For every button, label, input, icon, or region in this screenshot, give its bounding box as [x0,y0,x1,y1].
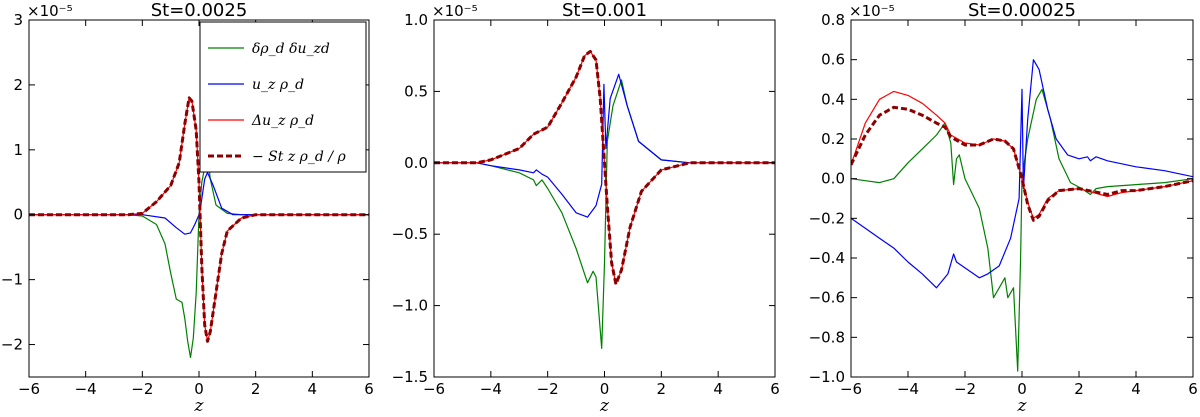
y-tick-label: 0.0 [404,154,428,172]
legend-label: u_z ρ_d [252,77,304,93]
y-tick-label: 2 [13,76,23,94]
axes-frame [433,19,776,378]
y-tick-label: −0.5 [392,225,428,243]
y-offset-label: ×10⁻⁵ [432,2,478,20]
x-tick-label: −4 [480,380,502,398]
x-tick-label: 0 [1017,380,1027,398]
x-tick-label: −2 [954,380,976,398]
legend: δρ_d δu_zd u_z ρ_d Δu_z ρ_d − St z ρ_d / ρ [199,21,367,173]
series-line-4 [29,96,369,343]
x-tick-label: −6 [840,380,862,398]
y-tick-label: 0.6 [821,51,845,69]
y-tick-label: 1 [13,141,23,159]
y-tick-label: −0.8 [809,328,845,346]
series-line-1 [29,152,369,359]
legend-label: Δu_z ρ_d [251,113,314,129]
x-tick-label: −4 [75,380,97,398]
y-tick-label: 3 [13,11,23,29]
x-tick-label: 4 [713,380,723,398]
panel-title: St=0.0025 [151,0,248,21]
x-tick-label: −4 [897,380,919,398]
legend-label: δρ_d δu_zd [252,41,330,57]
x-tick-label: 4 [1131,380,1141,398]
y-tick-label: −0.4 [809,249,845,267]
x-axis-label: z [1017,396,1028,416]
chart-panel-3: −6 −4 −2 0 2 4 6 −1.0 −0.8 −0.6 −0.4 −0.2 0.0 0.2 0.4 0… [809,0,1198,416]
x-tick-label: 6 [364,380,374,398]
legend-box [199,21,367,173]
x-tick-label: 4 [308,380,318,398]
x-tick-label: −6 [423,380,445,398]
series-line-4 [434,49,775,286]
y-tick-label: 0.4 [821,90,845,108]
x-tick-label: −2 [131,380,153,398]
y-tick-label: 0.8 [821,11,845,29]
legend-label: − St z ρ_d / ρ [252,149,346,165]
x-tick-label: 2 [1074,380,1084,398]
y-tick-label: 0 [13,206,23,224]
series-line-2 [434,73,775,218]
chart-panel-1: −6 −4 −2 0 2 4 6 −2 −1 0 1 2 3 ×10⁻⁵ St=0.0025 z δρ_d δu… [1,0,374,416]
chart-panel-2: −6 −4 −2 0 2 4 6 −1.5 −1.0 −0.5 0.0 0.5 1.0 ×10⁻⁵ St=0… [392,0,780,416]
series-line-2 [851,59,1193,289]
x-tick-label: 6 [770,380,780,398]
y-tick-label: −0.6 [809,289,845,307]
y-tick-label: −1.5 [392,368,428,386]
x-tick-label: 2 [657,380,667,398]
panel-title: St=0.001 [562,0,647,21]
x-tick-label: 2 [251,380,261,398]
y-tick-label: −1.0 [809,368,845,386]
series-line-3 [851,90,1193,219]
x-tick-label: 0 [194,380,204,398]
y-tick-label: 0.5 [404,82,428,100]
y-tick-label: 0.0 [821,170,845,188]
y-tick-label: −1.0 [392,297,428,315]
y-tick-label: −2 [1,336,23,354]
y-offset-label: ×10⁻⁵ [849,2,895,20]
series-line-4 [851,105,1193,222]
x-tick-label: 6 [1188,380,1198,398]
x-tick-label: −6 [18,380,40,398]
panel-title: St=0.00025 [968,0,1076,21]
y-tick-label: 1.0 [404,11,428,29]
x-axis-label: z [194,396,205,416]
y-tick-label: −1 [1,271,23,289]
x-tick-label: −2 [537,380,559,398]
y-tick-label: 0.2 [821,130,845,148]
x-axis-label: z [599,396,610,416]
y-tick-label: −0.2 [809,209,845,227]
x-tick-label: 0 [600,380,610,398]
y-offset-label: ×10⁻⁵ [27,2,73,20]
